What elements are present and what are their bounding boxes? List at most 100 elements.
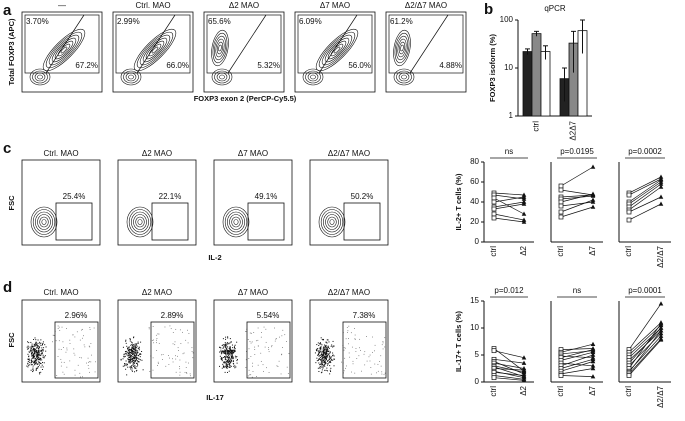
pair-line bbox=[628, 178, 662, 196]
pair-line bbox=[628, 339, 662, 376]
event-dot bbox=[38, 346, 40, 348]
event-dot bbox=[38, 361, 40, 363]
event-dot bbox=[27, 348, 29, 350]
event-dot bbox=[318, 362, 320, 364]
event-dot bbox=[127, 347, 129, 349]
event-dot bbox=[131, 367, 133, 369]
event-dot bbox=[131, 347, 133, 349]
event-dot bbox=[136, 362, 138, 364]
event-dot bbox=[36, 351, 38, 353]
event-dot bbox=[346, 327, 348, 328]
event-dot bbox=[323, 352, 325, 354]
event-dot bbox=[130, 348, 132, 350]
event-dot bbox=[322, 353, 324, 355]
event-dot bbox=[32, 349, 34, 351]
event-dot bbox=[36, 353, 38, 355]
event-dot bbox=[326, 342, 328, 344]
event-dot bbox=[224, 350, 226, 352]
event-dot bbox=[132, 354, 134, 356]
contour bbox=[142, 37, 168, 63]
event-dot bbox=[225, 336, 227, 338]
event-dot bbox=[132, 344, 134, 346]
event-dot bbox=[129, 348, 131, 350]
event-dot bbox=[315, 362, 317, 364]
event-dot bbox=[36, 343, 38, 345]
event-dot bbox=[31, 343, 33, 345]
event-dot bbox=[35, 351, 37, 353]
event-dot bbox=[136, 353, 138, 355]
marker bbox=[590, 358, 596, 364]
contour bbox=[318, 31, 356, 69]
event-dot bbox=[368, 356, 370, 358]
event-dot bbox=[377, 363, 379, 365]
event-dot bbox=[165, 365, 167, 367]
pair-line bbox=[493, 194, 525, 200]
event-dot bbox=[221, 351, 223, 353]
event-dot bbox=[330, 370, 332, 372]
contour bbox=[305, 70, 321, 84]
pair-line bbox=[628, 196, 662, 213]
event-dot bbox=[33, 354, 35, 356]
event-dot bbox=[224, 350, 226, 352]
event-dot bbox=[134, 343, 136, 345]
event-dot bbox=[34, 352, 36, 354]
pair-line bbox=[560, 189, 594, 196]
event-dot bbox=[28, 346, 30, 348]
event-dot bbox=[162, 359, 163, 360]
gate bbox=[388, 14, 464, 74]
event-dot bbox=[225, 364, 227, 366]
event-dot bbox=[36, 354, 38, 356]
event-dot bbox=[131, 358, 133, 360]
event-dot bbox=[127, 350, 129, 352]
event-dot bbox=[321, 364, 323, 366]
event-dot bbox=[37, 347, 39, 349]
event-dot bbox=[27, 360, 29, 362]
contour bbox=[216, 72, 228, 82]
event-dot bbox=[37, 342, 39, 344]
event-dot bbox=[32, 357, 34, 359]
event-dot bbox=[174, 341, 176, 343]
event-dot bbox=[222, 350, 224, 352]
gate-percent: 3.70% bbox=[26, 17, 49, 26]
event-dot bbox=[34, 345, 36, 347]
event-dot bbox=[134, 371, 136, 373]
event-dot bbox=[127, 347, 129, 349]
event-dot bbox=[230, 361, 232, 363]
event-dot bbox=[325, 353, 327, 355]
event-dot bbox=[225, 358, 227, 360]
event-dot bbox=[358, 347, 360, 349]
gate-divider bbox=[409, 14, 449, 74]
event-dot bbox=[42, 354, 44, 356]
contour bbox=[45, 31, 83, 69]
event-dot bbox=[35, 349, 37, 351]
event-dot bbox=[161, 354, 162, 356]
event-dot bbox=[287, 373, 289, 374]
event-dot bbox=[380, 365, 382, 367]
event-dot bbox=[321, 344, 323, 346]
event-dot bbox=[132, 365, 134, 367]
event-dot bbox=[187, 342, 189, 344]
event-dot bbox=[128, 346, 130, 348]
contour bbox=[41, 219, 47, 225]
event-dot bbox=[226, 344, 228, 346]
event-dot bbox=[229, 366, 231, 368]
event-dot bbox=[31, 360, 33, 362]
event-dot bbox=[128, 362, 130, 364]
event-dot bbox=[230, 358, 232, 360]
event-dot bbox=[225, 359, 227, 361]
event-dot bbox=[185, 339, 187, 341]
event-dot bbox=[327, 350, 329, 352]
event-dot bbox=[325, 359, 327, 361]
event-dot bbox=[284, 334, 286, 336]
event-dot bbox=[179, 371, 181, 373]
event-dot bbox=[131, 365, 133, 367]
event-dot bbox=[328, 350, 330, 352]
event-dot bbox=[249, 341, 251, 342]
event-dot bbox=[41, 350, 43, 352]
event-dot bbox=[224, 345, 226, 347]
gate-percent: 5.32% bbox=[257, 61, 280, 70]
panel-label: b bbox=[484, 1, 493, 18]
y-tick-label: 1 bbox=[509, 111, 514, 120]
pair-line bbox=[628, 203, 662, 221]
event-dot bbox=[158, 342, 160, 344]
